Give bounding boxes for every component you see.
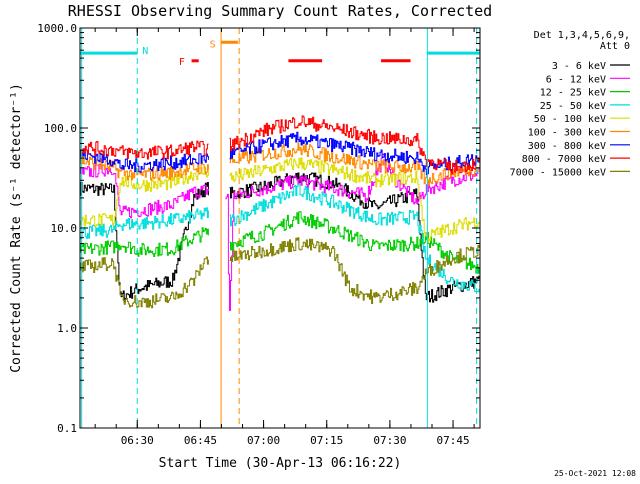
series-4-trace-0 xyxy=(80,166,209,228)
chart-title: RHESSI Observing Summary Count Rates, Co… xyxy=(68,2,492,20)
y-tick-label-1: 1.0 xyxy=(57,322,77,335)
series-0-trace-0 xyxy=(80,181,209,303)
legend-header-1: Att 0 xyxy=(600,41,630,52)
series-6-trace-1 xyxy=(229,131,480,175)
legend-label-8: 7000 - 15000 keV xyxy=(510,167,606,178)
series-7-trace-0 xyxy=(80,140,209,160)
legend-label-4: 50 - 100 keV xyxy=(534,114,606,125)
series-6 xyxy=(80,131,480,175)
series-0 xyxy=(80,172,480,303)
legend-label-1: 6 - 12 keV xyxy=(546,74,606,85)
series-7 xyxy=(80,115,480,175)
legend-label-3: 25 - 50 keV xyxy=(540,101,606,112)
series-0-trace-1 xyxy=(229,172,480,303)
x-tick-label-5: 07:45 xyxy=(436,434,469,447)
legend-label-7: 800 - 7000 keV xyxy=(522,154,606,165)
series-7-trace-1 xyxy=(229,115,480,175)
legend-label-2: 12 - 25 keV xyxy=(540,88,606,99)
series-6-trace-0 xyxy=(80,148,209,173)
series-3-trace-0 xyxy=(80,207,209,240)
series-2-trace-0 xyxy=(80,227,209,257)
x-tick-label-4: 07:30 xyxy=(373,434,406,447)
series-8-trace-0 xyxy=(80,256,209,309)
legend-header-0: Det 1,3,4,5,6,9, xyxy=(534,30,630,41)
flare-label: F xyxy=(179,57,185,68)
x-tick-label-0: 06:30 xyxy=(121,434,154,447)
y-axis-label: Corrected Count Rate (s⁻¹ detector⁻¹) xyxy=(9,83,24,373)
y-tick-label-2: 10.0 xyxy=(51,222,78,235)
series-5-trace-1 xyxy=(229,142,480,186)
series-1-trace-1 xyxy=(225,153,480,311)
y-tick-label-4: 1000.0 xyxy=(37,22,77,35)
y-tick-label-3: 100.0 xyxy=(44,122,77,135)
axes: 0.1 1.0 10.0 100.0 1000.0 06:30 06:45 07:00 07:1… xyxy=(37,22,480,447)
series-2-trace-1 xyxy=(229,211,480,274)
series-8 xyxy=(80,237,480,309)
legend: Det 1,3,4,5,6,9,Att 0 3 - 6 keV 6 - 12 keV… xyxy=(510,30,630,178)
series-2 xyxy=(80,211,480,274)
x-tick-label-2: 07:00 xyxy=(247,434,280,447)
footer-timestamp: 25-Oct-2021 12:08 xyxy=(554,469,636,478)
legend-label-0: 3 - 6 keV xyxy=(552,61,606,72)
y-tick-label-0: 0.1 xyxy=(57,422,77,435)
region-label-2: S xyxy=(210,39,216,50)
series-4-trace-1 xyxy=(229,157,480,244)
series-4 xyxy=(80,157,480,244)
x-axis-label: Start Time (30-Apr-13 06:16:22) xyxy=(159,456,402,471)
x-tick-label-1: 06:45 xyxy=(184,434,217,447)
legend-label-6: 300 - 800 keV xyxy=(528,141,606,152)
legend-label-5: 100 - 300 keV xyxy=(528,128,606,139)
region-label-0: N xyxy=(142,46,148,57)
series-8-trace-1 xyxy=(229,237,480,304)
x-tick-label-3: 07:15 xyxy=(310,434,343,447)
